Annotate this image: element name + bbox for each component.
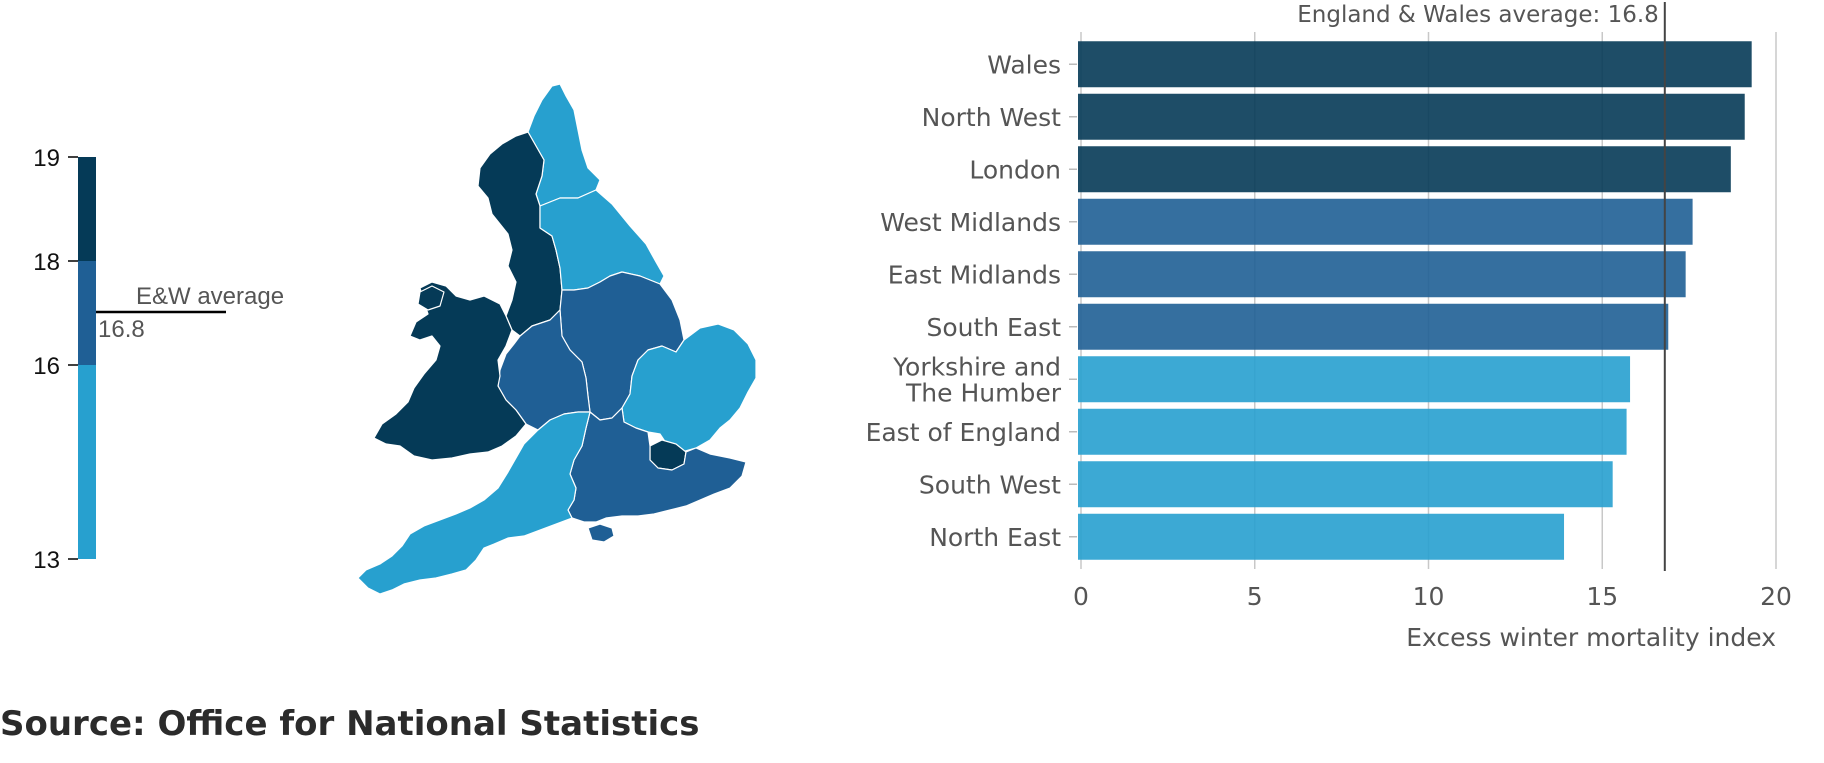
england-wales-map	[357, 83, 757, 595]
map-region-north-east[interactable]	[527, 83, 601, 207]
bar[interactable]	[1078, 41, 1752, 88]
legend-band-low	[78, 365, 96, 559]
category-label: South West	[919, 470, 1061, 499]
bar-chart: Wales North West London West Midlands East M…	[866, 2, 1792, 652]
map-region-isle-of-wight[interactable]	[587, 523, 615, 543]
category-label: North West	[922, 103, 1062, 132]
map-region-anglesey[interactable]	[417, 285, 445, 311]
category-label: East Midlands	[888, 260, 1061, 289]
legend-average-label: E&W average	[136, 283, 284, 310]
bar[interactable]	[1078, 251, 1686, 298]
bar[interactable]	[1078, 303, 1669, 350]
average-label: England & Wales average: 16.8	[1297, 2, 1659, 28]
bar[interactable]	[1078, 356, 1631, 403]
legend-average-value: 16.8	[98, 316, 145, 343]
x-axis-title: Excess winter mortality index	[1406, 623, 1776, 652]
figure: 19 18 16 13 E&W average 16.8 Wales North …	[33, 2, 1792, 652]
category-label: Yorkshire and The Humber	[892, 352, 1062, 407]
bar[interactable]	[1078, 408, 1627, 455]
category-label: North East	[929, 523, 1061, 552]
bar[interactable]	[1078, 146, 1731, 193]
x-tick-label: 5	[1247, 582, 1263, 611]
category-label: London	[969, 155, 1061, 184]
legend-tick-label: 13	[33, 547, 60, 574]
x-tick-label: 20	[1760, 582, 1792, 611]
category-label: Wales	[987, 50, 1061, 79]
category-label: East of England	[866, 418, 1061, 447]
legend-tick-label: 19	[33, 145, 60, 172]
category-label: South East	[926, 313, 1061, 342]
legend-band-mid	[78, 261, 96, 365]
x-tick-label: 0	[1073, 582, 1089, 611]
source-note: Source: Office for National Statistics	[0, 704, 700, 744]
color-legend: 19 18 16 13 E&W average 16.8	[33, 145, 284, 574]
bar[interactable]	[1078, 461, 1613, 508]
category-label: West Midlands	[880, 208, 1061, 237]
bar[interactable]	[1078, 513, 1565, 560]
map-region-south-west[interactable]	[357, 411, 591, 595]
x-tick-label: 15	[1586, 582, 1618, 611]
x-tick-label: 10	[1413, 582, 1445, 611]
legend-tick-label: 18	[33, 249, 60, 276]
bar[interactable]	[1078, 198, 1693, 245]
legend-band-high	[78, 157, 96, 261]
legend-tick-label: 16	[33, 353, 60, 380]
bar[interactable]	[1078, 93, 1745, 140]
map-region-wales[interactable]	[373, 281, 527, 461]
